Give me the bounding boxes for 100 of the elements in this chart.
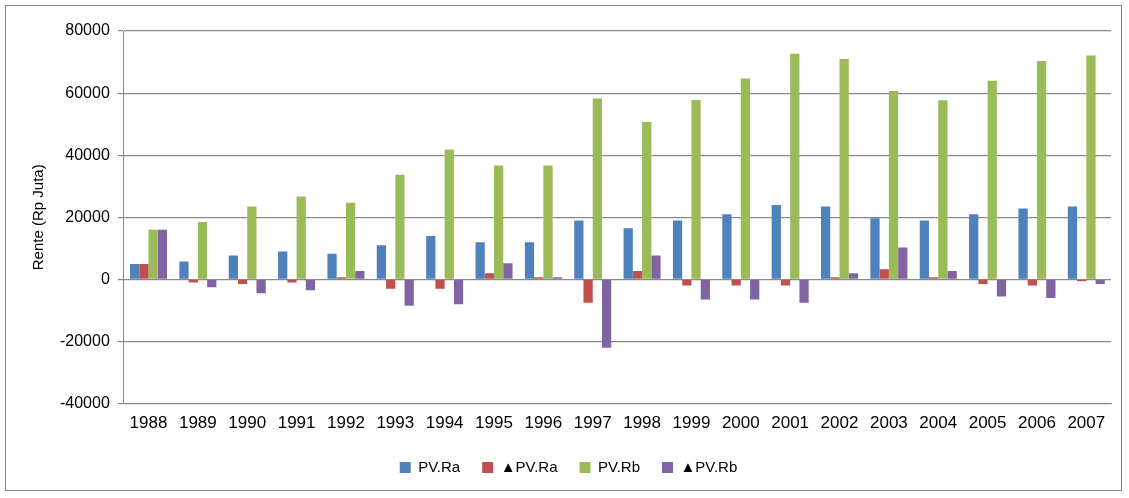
bar — [682, 280, 692, 286]
x-tick-label: 2006 — [1018, 413, 1056, 433]
bar — [651, 255, 661, 279]
bar — [287, 280, 297, 283]
x-tick-label: 1990 — [228, 413, 267, 433]
bar — [771, 204, 781, 279]
bar — [632, 271, 643, 279]
bar — [799, 280, 809, 303]
x-tick-label: 1998 — [623, 413, 661, 433]
bar — [691, 99, 701, 279]
x-tick-label: 2004 — [919, 413, 958, 433]
x-tick-label: 1991 — [277, 413, 316, 433]
bar — [435, 280, 445, 289]
x-tick-label: 1995 — [475, 413, 513, 433]
bar — [592, 98, 602, 279]
bar — [623, 228, 633, 279]
x-tick-label: 1994 — [425, 413, 464, 433]
y-tick-label: 80000 — [65, 21, 110, 39]
bar — [1018, 208, 1028, 279]
bar — [1086, 55, 1096, 279]
x-tick-label: 2003 — [869, 413, 908, 433]
x-tick-label: 1997 — [573, 413, 612, 433]
bar — [207, 280, 217, 288]
x-tick-label: 1993 — [376, 413, 415, 433]
bar — [148, 229, 158, 279]
bar — [278, 251, 288, 279]
y-tick-label: 20000 — [65, 207, 110, 225]
bar — [228, 255, 238, 279]
bar — [888, 90, 899, 279]
bar — [700, 280, 710, 300]
bar — [1027, 280, 1037, 286]
bar — [740, 78, 751, 279]
bar — [790, 53, 800, 279]
bar — [503, 263, 513, 279]
x-tick-label: 2000 — [721, 413, 760, 433]
bar — [305, 280, 316, 291]
y-tick-label: 0 — [100, 269, 110, 287]
bar — [256, 280, 266, 294]
legend-label: PV.Rb — [598, 457, 640, 475]
legend-label: ▲PV.Ra — [500, 457, 559, 475]
bar — [524, 242, 535, 279]
bar — [938, 100, 948, 279]
bar — [1036, 61, 1047, 279]
bar — [672, 220, 683, 279]
x-tick-label: 1988 — [129, 413, 168, 433]
bar — [345, 202, 356, 279]
x-tick-label: 2002 — [820, 413, 859, 433]
bar — [426, 235, 436, 279]
bar — [355, 271, 365, 279]
bar — [179, 261, 189, 279]
bar — [1067, 206, 1078, 279]
bar — [601, 280, 612, 348]
bar — [839, 58, 849, 279]
bar — [583, 280, 593, 303]
y-tick-label: -40000 — [59, 394, 110, 412]
bar — [188, 280, 198, 283]
bar — [444, 149, 454, 279]
bar — [494, 165, 504, 279]
bar — [898, 247, 908, 279]
x-tick-label: 1989 — [178, 413, 217, 433]
bar — [237, 280, 248, 285]
bar — [987, 80, 997, 279]
legend-label: PV.Ra — [418, 457, 461, 475]
bar — [821, 206, 831, 279]
bar — [247, 206, 257, 279]
bar — [129, 263, 140, 279]
bar — [1095, 280, 1105, 285]
bar — [475, 242, 485, 279]
bar — [453, 280, 464, 305]
bar — [157, 229, 168, 279]
bar — [947, 271, 957, 279]
bar — [879, 269, 889, 279]
legend-label: ▲PV.Rb — [680, 457, 738, 475]
bar — [1046, 280, 1056, 299]
bar — [386, 280, 396, 289]
x-tick-label: 1996 — [524, 413, 563, 433]
x-tick-label: 1992 — [327, 413, 365, 433]
y-tick-label: 40000 — [65, 145, 110, 163]
bar — [543, 165, 553, 279]
x-tick-label: 2005 — [968, 413, 1007, 433]
bar — [780, 280, 791, 286]
bar — [574, 220, 584, 279]
bar — [327, 253, 337, 279]
y-tick-label: -20000 — [59, 331, 110, 349]
bar — [296, 196, 306, 279]
bar — [376, 245, 387, 279]
bar — [197, 221, 208, 279]
bar — [722, 214, 732, 279]
bar — [642, 121, 652, 279]
bar — [870, 218, 880, 279]
bar — [731, 280, 741, 286]
x-tick-label: 2001 — [771, 413, 810, 433]
bar — [484, 273, 495, 279]
bar — [139, 263, 149, 279]
bar — [404, 280, 414, 306]
bar — [919, 220, 929, 279]
bar — [969, 214, 979, 279]
x-tick-label: 1999 — [672, 413, 711, 433]
x-tick-label: 2007 — [1067, 413, 1106, 433]
bar — [395, 174, 405, 279]
